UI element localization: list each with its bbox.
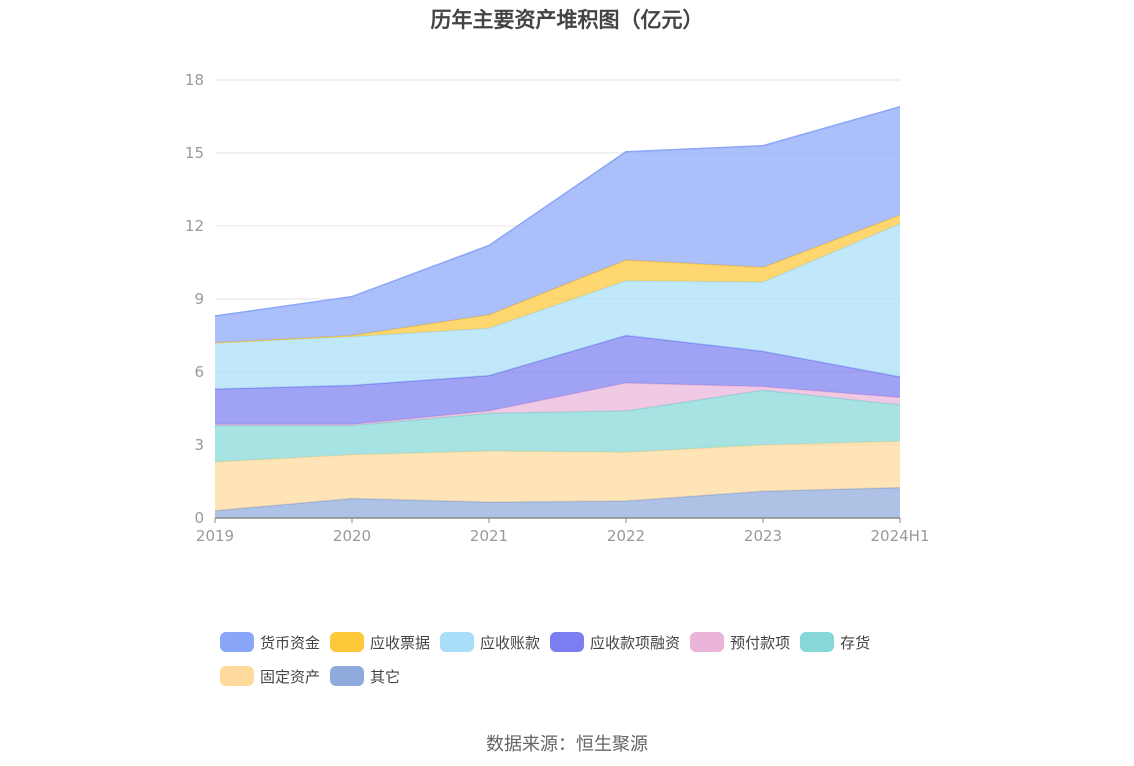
area-存货 — [215, 390, 900, 463]
axes: 0 3 6 9 12 15 18 2019 2020 2021 2022 2023 2024H1 — [185, 71, 930, 545]
y-tick-label: 18 — [185, 71, 204, 89]
area-预付款项 — [215, 382, 900, 426]
y-tick-label: 6 — [194, 363, 204, 381]
x-tick-label: 2020 — [333, 527, 371, 545]
legend-swatch — [440, 632, 475, 652]
legend-label: 应收票据 — [370, 633, 431, 652]
legend-label: 货币资金 — [260, 633, 321, 652]
legend-item[interactable]: 应收款项融资 — [550, 631, 680, 653]
legend-label: 预付款项 — [730, 633, 791, 652]
legend-swatch — [800, 632, 835, 652]
stacked-area-chart: 0 3 6 9 12 15 18 2019 2020 2021 2022 2023 2024H1 — [185, 71, 930, 545]
y-tick-label: 9 — [194, 290, 204, 308]
y-tick-label: 12 — [185, 217, 204, 235]
legend-label: 存货 — [840, 633, 871, 652]
legend-label: 其它 — [370, 667, 401, 686]
legend-swatch — [220, 666, 254, 686]
legend-item[interactable]: 货币资金 — [220, 631, 320, 653]
y-tick-label: 3 — [194, 436, 204, 454]
legend-item[interactable]: 预付款项 — [690, 631, 790, 653]
x-tick-label: 2021 — [470, 527, 508, 545]
chart-title: 历年主要资产堆积图（亿元） — [430, 8, 704, 32]
legend-swatch — [550, 632, 585, 652]
legend-item[interactable]: 固定资产 — [220, 665, 320, 687]
legend-label: 应收账款 — [480, 633, 541, 652]
x-tick-label: 2022 — [607, 527, 645, 545]
area-应收账款 — [215, 223, 900, 390]
legend: 货币资金 应收票据 应收账款 应收款项融资 预付款项 存货固定资产 其它 — [220, 631, 950, 699]
y-tick-label: 15 — [185, 144, 204, 162]
x-tick-label: 2019 — [196, 527, 234, 545]
legend-swatch — [690, 632, 725, 652]
area-其它 — [215, 487, 900, 518]
legend-item[interactable]: 其它 — [330, 665, 400, 687]
area-固定资产 — [215, 441, 900, 511]
legend-label: 应收款项融资 — [590, 633, 681, 652]
area-应收款项融资 — [215, 335, 900, 425]
line-应收票据 — [214, 214, 901, 344]
legend-swatch — [220, 632, 254, 652]
legend-item[interactable]: 存货 — [800, 631, 870, 653]
area-货币资金 — [215, 106, 900, 343]
legend-item[interactable]: 应收票据 — [330, 631, 430, 653]
y-tick-label: 0 — [194, 509, 204, 527]
x-tick-label: 2024H1 — [871, 527, 930, 545]
legend-label: 固定资产 — [260, 667, 321, 686]
data-source-note: 数据来源：恒生聚源 — [486, 734, 648, 755]
legend-swatch — [330, 632, 365, 652]
legend-item[interactable]: 应收账款 — [440, 631, 540, 653]
area-series — [214, 106, 901, 518]
legend-swatch — [330, 666, 365, 686]
area-应收票据 — [215, 215, 900, 343]
x-tick-label: 2023 — [744, 527, 782, 545]
line-货币资金 — [214, 106, 901, 317]
